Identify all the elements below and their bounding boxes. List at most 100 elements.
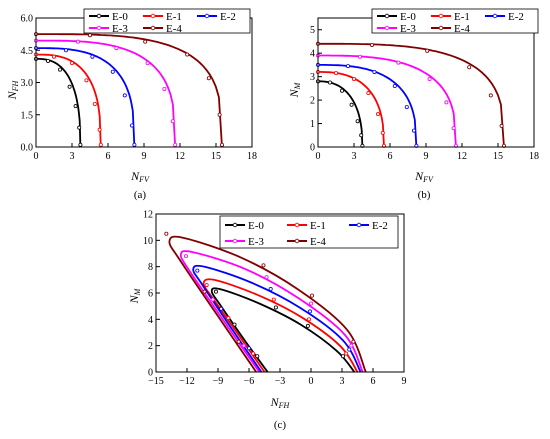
panel-c-series-e-0-point [213,289,218,294]
panel-b-ytick-label: 0 [310,143,315,154]
panel-c-legend-marker-e-1 [294,222,300,228]
panel-b-legend: E-0 E-1 E-2 E-3 E-4 [371,8,539,35]
panel-a-series-e-0-point [77,125,82,130]
panel-b-legend-label-e-0: E-0 [400,11,416,23]
panel-b-series-e-3-point [451,126,456,131]
panel-c-label: (c) [274,419,287,431]
panel-c-series-e-3-point [308,301,313,306]
panel-b-xtick-label: 0 [316,151,321,162]
panel-c-ylabel-sub: M [133,287,142,296]
panel-a-xtick-label: 15 [211,151,221,162]
panel-c-ticks: −15 −12 −9 −6 −3 0 3 6 9 0 2 4 6 8 10 12 [143,210,407,388]
panel-b-xlabel-main: N [414,169,424,183]
panel-b-series-e-4-point [467,65,472,70]
panel-b-series-e-3-point [357,54,362,59]
panel-b-series-e-2-point [404,105,409,110]
panel-a: 0 3 6 9 12 15 180.01.53.04.56.0 E-0 E-1 E-2E-3 E-… [5,8,258,201]
panel-a-series-e-0-line [36,58,82,148]
panel-a-series-e-3-point [76,39,81,44]
panel-b-series-e-4-point [425,48,430,53]
panel-c-series-e-1-line [202,278,359,373]
panel-a-xlabel-main: N [130,169,140,183]
panel-c-series-e-0-point [305,323,310,328]
panel-c-legend-label-e-1: E-1 [310,220,326,232]
panel-a-series-e-1-point [92,102,97,107]
panel-c-series-e-2-point [219,306,224,311]
panel-b-ytick-label: 3 [310,72,315,83]
panel-a-legend-marker-e-3 [96,25,102,31]
panel-b-series-e-0-point [327,80,332,85]
panel-c-legend-label-e-2: E-2 [372,220,388,232]
panel-b-series-e-0-point [339,88,344,93]
panel-c-series-e-0-point [232,322,237,327]
panel-b-series-e-4-line [318,42,505,148]
panel-a-ylabel-main: N [5,90,19,100]
panel-b-legend-marker-e-1 [438,13,444,19]
panel-b-series-e-2-point [345,64,350,69]
panel-a-series-e-3-point [173,142,178,147]
panel-c-legend-label-e-3: E-3 [248,236,264,248]
panel-b-ylabel-sub: M [293,81,302,90]
panel-b-ylabel-main: N [287,88,301,98]
panel-c-ylabel: NM [127,287,142,304]
panel-a-series-e-2-point [129,123,134,128]
panel-a-series-e-0-point [58,67,63,72]
panel-a-series-e-4-point [206,76,211,81]
panel-a-series-e-2-point [122,93,127,98]
panel-b-series-e-2-point [392,84,397,89]
panel-b-series-e-1-point [375,112,380,117]
panel-a-xtick-label: 3 [70,151,75,162]
panel-c-series-e-3-point [183,254,188,259]
panel-b-legend-label-e-1: E-1 [454,11,470,23]
panel-b-legend-label-e-4: E-4 [454,23,470,35]
panel-b-series-e-3-point [396,60,401,65]
panel-c-xtick-label: 3 [340,376,345,387]
panel-b-series-e-1-point [366,91,371,96]
panel-a-series-e-2-point [132,142,137,147]
panel-c-xtick-label: −9 [213,376,224,387]
panel-b-ytick-label: 4 [310,49,315,60]
panel-b-series-e-0-point [359,133,364,138]
panel-c-xtick-label: 0 [309,376,314,387]
panel-b-series-e-4-point [488,93,493,98]
panel-a-series-e-4-point [217,112,222,117]
panel-a-legend: E-0 E-1 E-2 E-3 E-4 [83,8,251,35]
panel-c-legend-marker-e-3 [232,238,238,244]
panel-a-xtick-label: 12 [175,151,185,162]
panel-b-ytick-label: 2 [310,96,315,107]
panel-b-series-e-3-point [427,76,432,81]
panel-c-xlabel-sub: FH [278,401,291,410]
panel-c-series-e-2-line [192,264,362,373]
panel-b-series-e-0-point [355,119,360,124]
panel-c-xtick-label: 6 [371,376,376,387]
panel-b-series-e-1-point [380,130,385,135]
panel-c-series-e-4-point [202,289,207,294]
panel-a-series-e-4-point [88,33,93,38]
panel-c-series-e-0-point [273,305,278,310]
panel-a-legend-label-e-4: E-4 [166,23,182,35]
panel-b-series-e-2-point [372,69,377,74]
panel-b-series-e-4-point [499,123,504,128]
panel-a-series-e-2-point [64,48,69,53]
panel-b-series-e-0-line [318,80,364,148]
panel-a-legend-box [83,8,251,34]
panel-b-ylabel: NM [287,81,302,98]
panel-a-series-e-3-line [36,39,177,148]
panel-a-series-e-3-point [145,61,150,66]
panel-c-ytick-label: 8 [148,262,153,273]
panel-c-ytick-label: 0 [148,368,153,379]
panel-c-series-e-0-point [341,354,346,359]
panel-b-legend-marker-e-4 [438,25,444,31]
panel-c-series-e-1-point [204,283,209,288]
panel-c-series-e-4-point [351,339,356,344]
panel-b-series-e-2-line [318,64,418,148]
panel-b-legend-label-e-3: E-3 [400,23,416,35]
panel-c-legend-label-e-4: E-4 [310,236,326,248]
panel-a-ticks: 0 3 6 9 12 15 18 0.0 1.5 3.0 4.5 6.0 [21,14,258,163]
panel-c-series-e-0-line [210,287,356,373]
panel-c-legend-marker-e-2 [356,222,362,228]
panel-a-legend-marker-e-1 [150,13,156,19]
panel-b-series-e-0-point [349,102,354,107]
panel-b-xtick-label: 3 [352,151,357,162]
